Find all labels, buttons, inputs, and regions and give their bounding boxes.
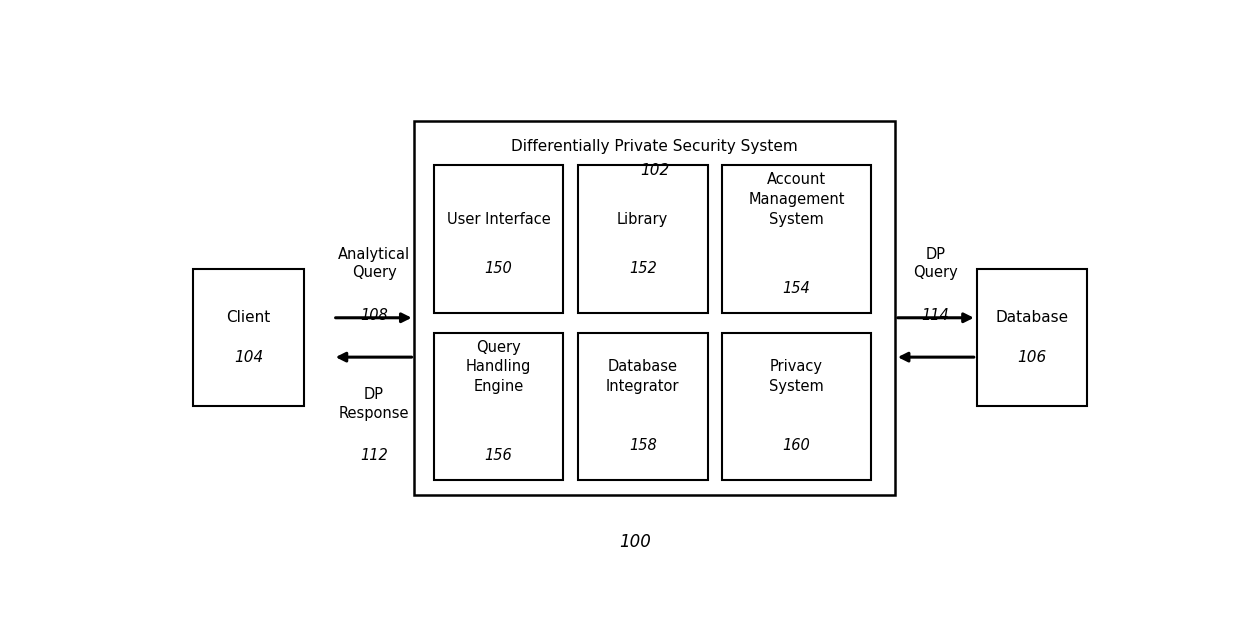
Text: 108: 108	[361, 308, 388, 323]
Text: 114: 114	[921, 308, 949, 323]
Text: DP
Response: DP Response	[339, 387, 409, 420]
Text: 104: 104	[234, 350, 263, 365]
Text: Client: Client	[227, 311, 270, 325]
Text: 160: 160	[782, 438, 811, 453]
Text: Differentially Private Security System: Differentially Private Security System	[511, 139, 799, 154]
Text: User Interface: User Interface	[446, 212, 551, 227]
Text: 154: 154	[782, 281, 811, 296]
FancyBboxPatch shape	[193, 268, 304, 406]
Text: Library: Library	[618, 212, 668, 227]
Text: Account
Management
System: Account Management System	[748, 173, 844, 227]
FancyBboxPatch shape	[578, 332, 708, 480]
Text: Database
Integrator: Database Integrator	[606, 359, 680, 394]
Text: 150: 150	[485, 261, 512, 276]
Text: DP
Query: DP Query	[913, 247, 957, 281]
FancyBboxPatch shape	[414, 121, 895, 495]
FancyBboxPatch shape	[434, 166, 563, 313]
Text: 106: 106	[1017, 350, 1047, 365]
FancyBboxPatch shape	[434, 332, 563, 480]
Text: 100: 100	[620, 533, 651, 551]
FancyBboxPatch shape	[722, 332, 870, 480]
Text: Query
Handling
Engine: Query Handling Engine	[466, 340, 531, 394]
Text: Database: Database	[996, 311, 1069, 325]
Text: 156: 156	[485, 448, 512, 463]
FancyBboxPatch shape	[977, 268, 1087, 406]
Text: 112: 112	[361, 448, 388, 463]
Text: Analytical
Query: Analytical Query	[339, 247, 410, 281]
FancyBboxPatch shape	[578, 166, 708, 313]
Text: 152: 152	[629, 261, 657, 276]
FancyBboxPatch shape	[722, 166, 870, 313]
Text: 102: 102	[640, 163, 670, 178]
Text: Privacy
System: Privacy System	[769, 359, 823, 394]
Text: 158: 158	[629, 438, 657, 453]
